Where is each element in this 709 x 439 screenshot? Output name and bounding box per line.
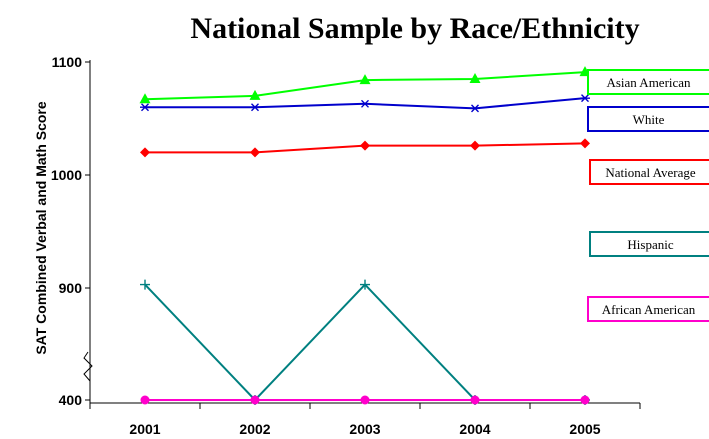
y-axis-break — [83, 351, 93, 382]
series-line — [144, 283, 585, 402]
data-point — [580, 395, 590, 405]
legend-box — [589, 159, 709, 185]
legend-label: National Average — [605, 165, 696, 180]
data-point — [359, 74, 371, 85]
data-point — [360, 279, 370, 290]
y-tick-label: 1100 — [52, 54, 83, 70]
legend-box — [587, 106, 709, 132]
chart-title: National Sample by Race/Ethnicity — [190, 12, 639, 45]
data-point — [140, 103, 150, 112]
data-point — [249, 89, 261, 100]
data-point — [140, 279, 150, 290]
data-point — [140, 395, 150, 405]
x-tick-label: 2003 — [349, 421, 380, 437]
data-point — [139, 93, 151, 104]
legend-box — [587, 296, 709, 322]
y-axis-label: SAT Combined Verbal and Math Score — [33, 101, 49, 355]
y-tick-label: 400 — [59, 392, 83, 408]
legend-box — [587, 69, 709, 95]
data-point — [580, 138, 590, 149]
x-tick-label: 2004 — [459, 421, 490, 437]
data-point — [250, 147, 260, 158]
data-point — [140, 147, 150, 158]
data-point — [360, 395, 370, 405]
data-point — [470, 104, 480, 113]
x-tick-label: 2001 — [129, 421, 160, 437]
data-point — [469, 72, 481, 83]
data-point — [470, 140, 480, 151]
y-tick-label: 1000 — [51, 167, 82, 183]
legend-box — [589, 231, 709, 257]
data-point — [580, 94, 590, 103]
legend-label: Asian American — [606, 75, 691, 90]
x-tick-label: 2002 — [239, 421, 270, 437]
data-point — [470, 395, 480, 405]
data-point — [360, 140, 370, 151]
x-tick-label: 2005 — [569, 421, 600, 437]
legend-label: Hispanic — [627, 237, 673, 252]
data-point — [360, 99, 370, 108]
data-point — [250, 103, 260, 112]
plot-area: 400 900 1000 1100 2001 2002 2003 2004 2005 Asian … — [51, 54, 709, 437]
y-tick-label: 900 — [59, 280, 83, 296]
legend-label: White — [633, 112, 665, 127]
data-point — [250, 395, 260, 405]
legend-label: African American — [602, 302, 696, 317]
